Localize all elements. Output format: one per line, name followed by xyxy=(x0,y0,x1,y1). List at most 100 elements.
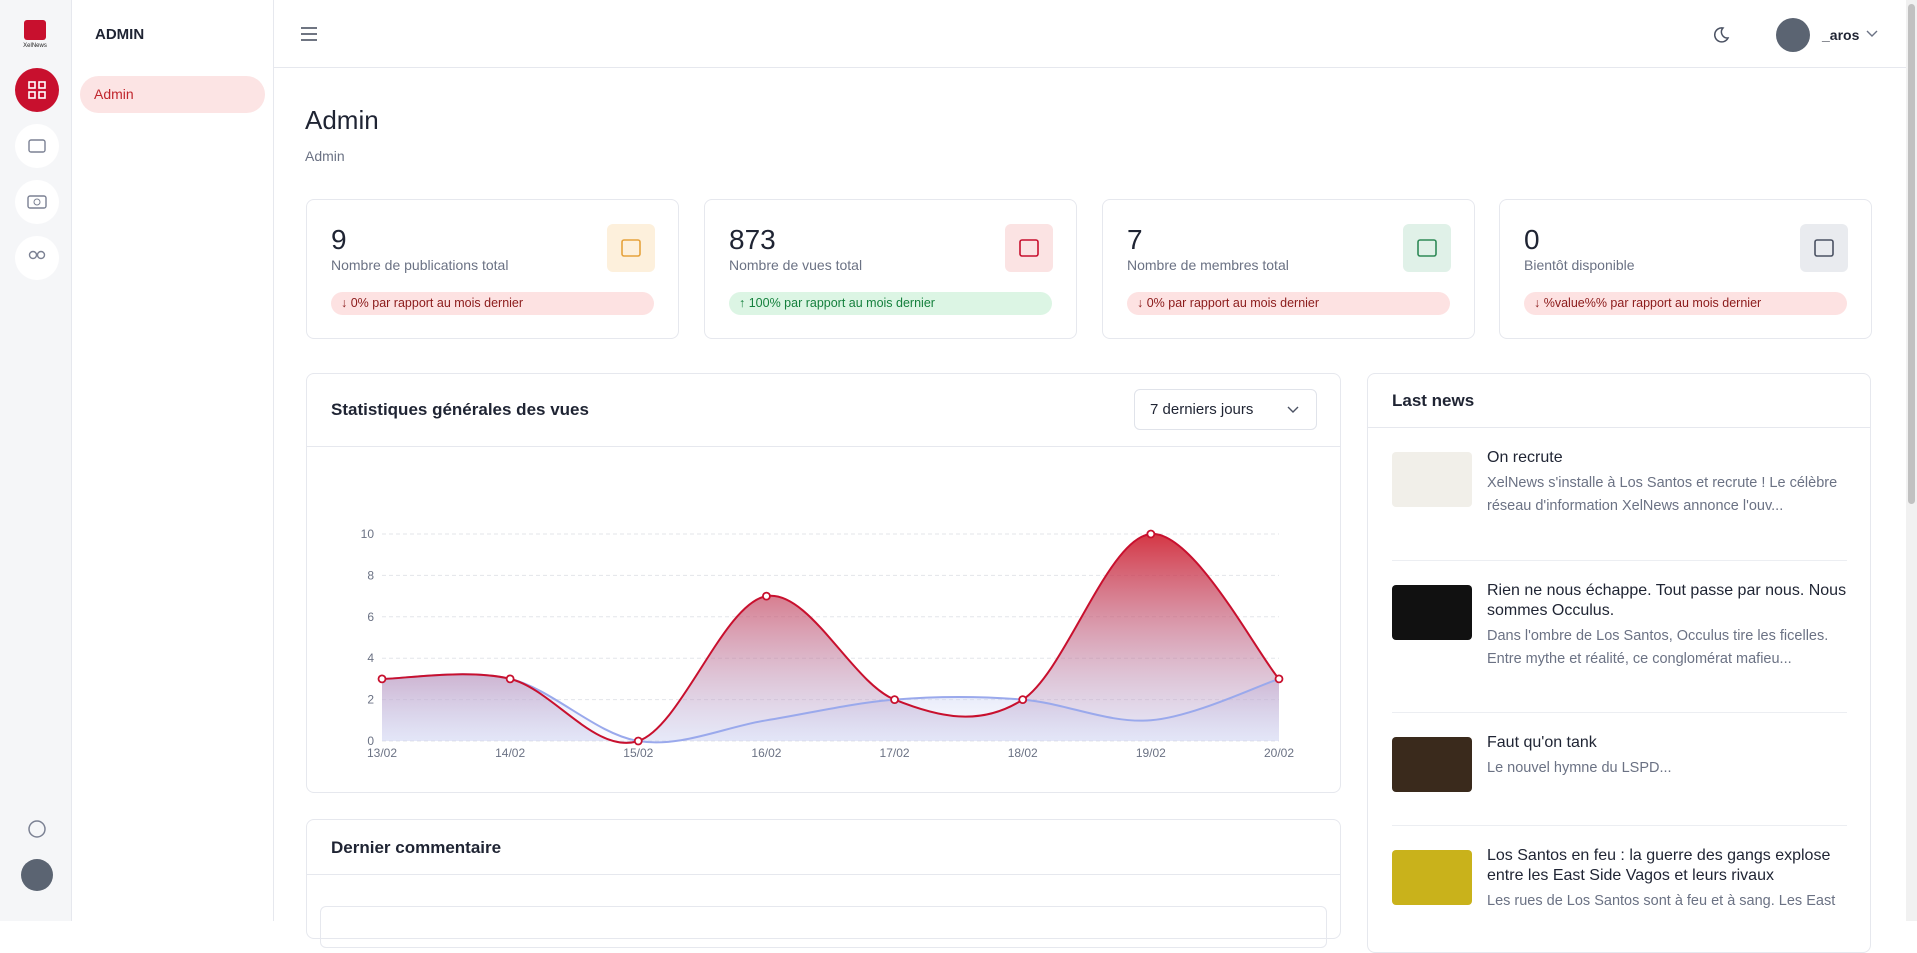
range-select[interactable]: 7 derniers jours xyxy=(1134,389,1317,430)
page-title: Admin xyxy=(305,105,379,135)
stat-value: 0 xyxy=(1524,224,1540,255)
point xyxy=(1146,529,1156,539)
sidebar: ADMIN Admin xyxy=(71,0,274,921)
news-image[interactable] xyxy=(1392,737,1472,792)
user-chevron[interactable] xyxy=(1866,30,1878,38)
y-tick-label: 6 xyxy=(367,610,374,624)
scrollbar xyxy=(1906,0,1917,921)
x-tick-label: 20/02 xyxy=(1264,746,1294,760)
menu-toggle[interactable] xyxy=(300,26,318,42)
news-item-title[interactable]: Rien ne nous échappe. Tout passe par nou… xyxy=(1487,582,1847,619)
news-item-text: Les rues de Los Santos sont à feu et à s… xyxy=(1487,893,1836,909)
point xyxy=(633,736,643,746)
chart-title: Statistiques générales des vues xyxy=(331,400,589,419)
x-tick-label: 14/02 xyxy=(495,746,525,760)
select-chevron xyxy=(1287,406,1299,413)
sidebar-item[interactable]: Admin xyxy=(80,76,265,113)
y-tick-label: 8 xyxy=(367,568,374,582)
sidebar-title: ADMIN xyxy=(95,26,145,43)
stat-change: ↓ 0% par rapport au mois dernier xyxy=(331,292,654,315)
comments-card: Dernier commentaire xyxy=(306,819,1341,948)
news-item-text: XelNews s'installe à Los Santos et recru… xyxy=(1487,475,1838,514)
stat-card: 0 Bientôt disponible ↓ %value%% par rappor… xyxy=(1499,199,1872,339)
point xyxy=(890,695,899,705)
stat-value: 9 xyxy=(331,224,347,255)
user-avatar[interactable] xyxy=(1776,18,1810,52)
stat-icon xyxy=(607,224,655,272)
point xyxy=(762,591,771,601)
breadcrumb[interactable]: Admin xyxy=(305,148,345,164)
topbar: _aros xyxy=(273,0,1906,68)
news-item-text: Le nouvel hymne du LSPD... xyxy=(1487,760,1672,776)
settings[interactable] xyxy=(28,820,46,838)
y-tick-label: 4 xyxy=(367,651,374,665)
stat-icon xyxy=(1403,224,1451,272)
stat-label: Nombre de vues total xyxy=(729,257,863,273)
icon xyxy=(1814,239,1834,257)
stat-value: 873 xyxy=(729,224,776,255)
x-tick-label: 18/02 xyxy=(1008,746,1038,760)
news-image[interactable] xyxy=(1392,452,1472,507)
y-tick-label: 0 xyxy=(367,734,374,748)
x-tick-label: 15/02 xyxy=(623,746,653,760)
comments-title: Dernier commentaire xyxy=(331,838,502,857)
stat-change: ↓ %value%% par rapport au mois dernier xyxy=(1524,292,1847,315)
nav-dashboard[interactable] xyxy=(15,68,59,112)
x-tick-label: 19/02 xyxy=(1136,746,1166,760)
icon-rail: XelNews xyxy=(0,0,72,921)
stat-card: 873 Nombre de vues total ↑ 100% par rappor… xyxy=(704,199,1077,339)
news-divider xyxy=(1392,560,1847,561)
news-item-text: Dans l'ombre de Los Santos, Occulus tire… xyxy=(1487,628,1829,667)
news-divider xyxy=(1392,712,1847,713)
stat-value: 7 xyxy=(1127,224,1143,255)
divider xyxy=(307,874,1340,875)
news-card: Last news On recrute XelNews s'installe à… xyxy=(1367,373,1871,953)
news-item-title[interactable]: On recrute xyxy=(1487,449,1563,466)
news-divider xyxy=(1392,825,1847,826)
chart: 0 2 4 6 8 10 13/02 14/02 15/02 16/02 17/02 18/02 19/… xyxy=(361,527,1295,760)
icon xyxy=(621,239,641,257)
nav-news[interactable] xyxy=(15,124,59,168)
brand: XelNews xyxy=(23,43,47,49)
point xyxy=(377,674,387,684)
x-tick-label: 16/02 xyxy=(751,746,781,760)
icon xyxy=(1019,239,1039,257)
stat-label: Bientôt disponible xyxy=(1524,257,1635,273)
area xyxy=(382,533,1279,743)
stat-card: 7 Nombre de membres total ↓ 0% par rapport… xyxy=(1102,199,1475,339)
theme-toggle[interactable] xyxy=(1710,25,1730,45)
nav-members[interactable] xyxy=(15,236,59,280)
icon xyxy=(1417,239,1437,257)
logo xyxy=(24,20,46,40)
news-title: Last news xyxy=(1392,391,1475,410)
y-tick-label: 2 xyxy=(367,693,374,707)
stat-card: 9 Nombre de publications total ↓ 0% par ra… xyxy=(306,199,679,339)
point xyxy=(505,674,515,684)
x-tick-label: 13/02 xyxy=(367,746,397,760)
divider xyxy=(307,446,1340,447)
stat-label: Nombre de membres total xyxy=(1127,257,1289,273)
rail-icons: XelNews xyxy=(15,20,59,891)
y-tick-label: 10 xyxy=(361,527,375,541)
news-item-title[interactable]: Los Santos en feu : la guerre des gangs … xyxy=(1487,847,1831,884)
user-name[interactable]: _aros xyxy=(1822,27,1860,43)
range-select-label: 7 derniers jours xyxy=(1150,401,1254,418)
news-image[interactable] xyxy=(1392,850,1472,905)
stat-change: ↓ 0% par rapport au mois dernier xyxy=(1127,292,1450,315)
point xyxy=(1018,695,1028,705)
x-tick-label: 17/02 xyxy=(880,746,910,760)
stat-icon xyxy=(1005,224,1053,272)
stat-icon xyxy=(1800,224,1848,272)
news-item-title[interactable]: Faut qu'on tank xyxy=(1487,734,1597,751)
point xyxy=(1274,674,1284,684)
news-image[interactable] xyxy=(1392,585,1472,640)
divider xyxy=(1368,427,1870,428)
avatar[interactable] xyxy=(21,859,53,891)
nav-money[interactable] xyxy=(15,180,59,224)
chart-card: Statistiques générales des vues 7 dernie… xyxy=(306,373,1341,793)
stat-label: Nombre de publications total xyxy=(331,257,509,273)
scroll-thumb[interactable] xyxy=(1908,4,1915,504)
comment-box xyxy=(320,906,1327,948)
